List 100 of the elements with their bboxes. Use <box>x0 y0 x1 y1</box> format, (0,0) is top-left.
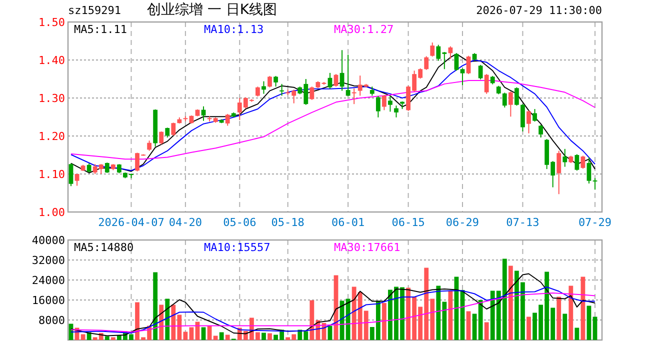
bar <box>574 328 580 340</box>
candlestick <box>562 148 568 168</box>
candlestick <box>310 86 314 100</box>
bar <box>382 303 386 340</box>
candlestick <box>147 140 152 152</box>
bar <box>153 272 158 340</box>
bar <box>508 266 513 340</box>
y-tick-label: 1.20 <box>38 130 65 143</box>
text: MA30:1.27 <box>334 23 394 36</box>
bar <box>159 304 164 340</box>
candlestick <box>382 94 386 111</box>
bar <box>225 334 230 340</box>
bar <box>165 298 170 340</box>
candlestick <box>394 105 398 118</box>
y-tick-label: 1.10 <box>38 168 65 181</box>
bar <box>526 316 531 340</box>
candlestick <box>448 46 453 60</box>
text: MA30:17661 <box>334 241 400 254</box>
candlestick <box>74 174 80 186</box>
bar <box>346 298 350 340</box>
x-tick-label: 06-29 <box>446 216 480 229</box>
x-tick-label: 04-20 <box>168 216 202 229</box>
candlestick <box>424 56 429 70</box>
candlestick <box>159 130 164 145</box>
candlestick <box>268 75 272 88</box>
y-tick-label: 32000 <box>32 254 65 267</box>
candlestick <box>328 72 332 90</box>
bar <box>448 291 453 340</box>
bar <box>592 316 598 340</box>
bar <box>556 296 562 340</box>
x-tick-label: 07-29 <box>578 216 612 229</box>
candlestick <box>532 108 537 122</box>
bar <box>478 300 483 340</box>
candlestick <box>116 164 122 174</box>
candlestick <box>256 86 260 97</box>
bar <box>586 306 592 340</box>
candlestick <box>520 104 525 132</box>
bar <box>466 311 471 340</box>
text: MA5:1.11 <box>74 23 127 36</box>
text: MA5:14880 <box>74 241 134 254</box>
chart-title: 创业综增 一 日K线图 <box>146 2 278 18</box>
bar <box>213 336 218 340</box>
candlestick <box>556 150 562 195</box>
line-series <box>70 273 596 336</box>
candlestick <box>86 162 92 173</box>
x-tick-label: 07-13 <box>506 216 540 229</box>
y-tick-label: 40000 <box>32 234 65 247</box>
candlestick <box>104 162 110 174</box>
y-tick-label: 1.00 <box>38 206 65 219</box>
bar <box>104 336 110 340</box>
candlestick <box>346 54 350 97</box>
candlestick <box>340 50 344 92</box>
bar <box>110 337 116 340</box>
candlestick <box>478 64 483 80</box>
candlestick <box>454 52 459 72</box>
y-tick-label: 1.30 <box>38 92 65 105</box>
candlestick <box>388 95 392 112</box>
candlestick <box>334 74 338 88</box>
bar <box>562 314 568 340</box>
text: sz159291 <box>68 4 121 17</box>
candlestick <box>514 86 519 106</box>
text: MA10:1.13 <box>204 23 264 36</box>
candlestick <box>466 55 471 75</box>
candlestick <box>484 74 489 94</box>
text: MA10:15557 <box>204 241 270 254</box>
bar <box>472 314 477 340</box>
x-tick-label: 05-18 <box>271 216 304 229</box>
candlestick <box>165 127 170 138</box>
y-tick-label: 1.50 <box>38 16 65 29</box>
candlestick <box>580 155 586 170</box>
y-tick-label: 16000 <box>32 294 65 307</box>
candlestick <box>460 68 465 86</box>
x-tick-label: 06-15 <box>392 216 425 229</box>
line-series <box>70 80 596 160</box>
candlestick <box>538 124 543 138</box>
candlestick <box>502 92 507 108</box>
candlestick <box>352 88 356 105</box>
bar <box>568 286 574 340</box>
candlestick <box>526 110 531 134</box>
x-tick-label: 06-01 <box>331 216 365 229</box>
bar <box>219 332 224 340</box>
candlestick <box>586 156 592 184</box>
candlestick <box>376 96 380 118</box>
text: 2026-07-29 11:30:00 <box>476 4 602 17</box>
candlestick <box>370 86 374 96</box>
bar <box>484 322 489 340</box>
bar <box>262 332 266 340</box>
bar <box>268 333 272 340</box>
candlestick <box>280 83 284 96</box>
y-tick-label: 1.40 <box>38 54 65 67</box>
y-tick-label: 24000 <box>32 274 65 287</box>
candlestick <box>262 80 266 94</box>
candlestick <box>225 113 230 126</box>
y-tick-label: 8000 <box>38 314 65 327</box>
candlestick <box>274 75 278 88</box>
candlestick <box>430 42 435 58</box>
candlestick <box>171 122 176 136</box>
x-tick-label: 2026-04-07 <box>98 216 164 229</box>
x-tick-label: 05-06 <box>223 216 256 229</box>
candlestick <box>68 162 74 187</box>
